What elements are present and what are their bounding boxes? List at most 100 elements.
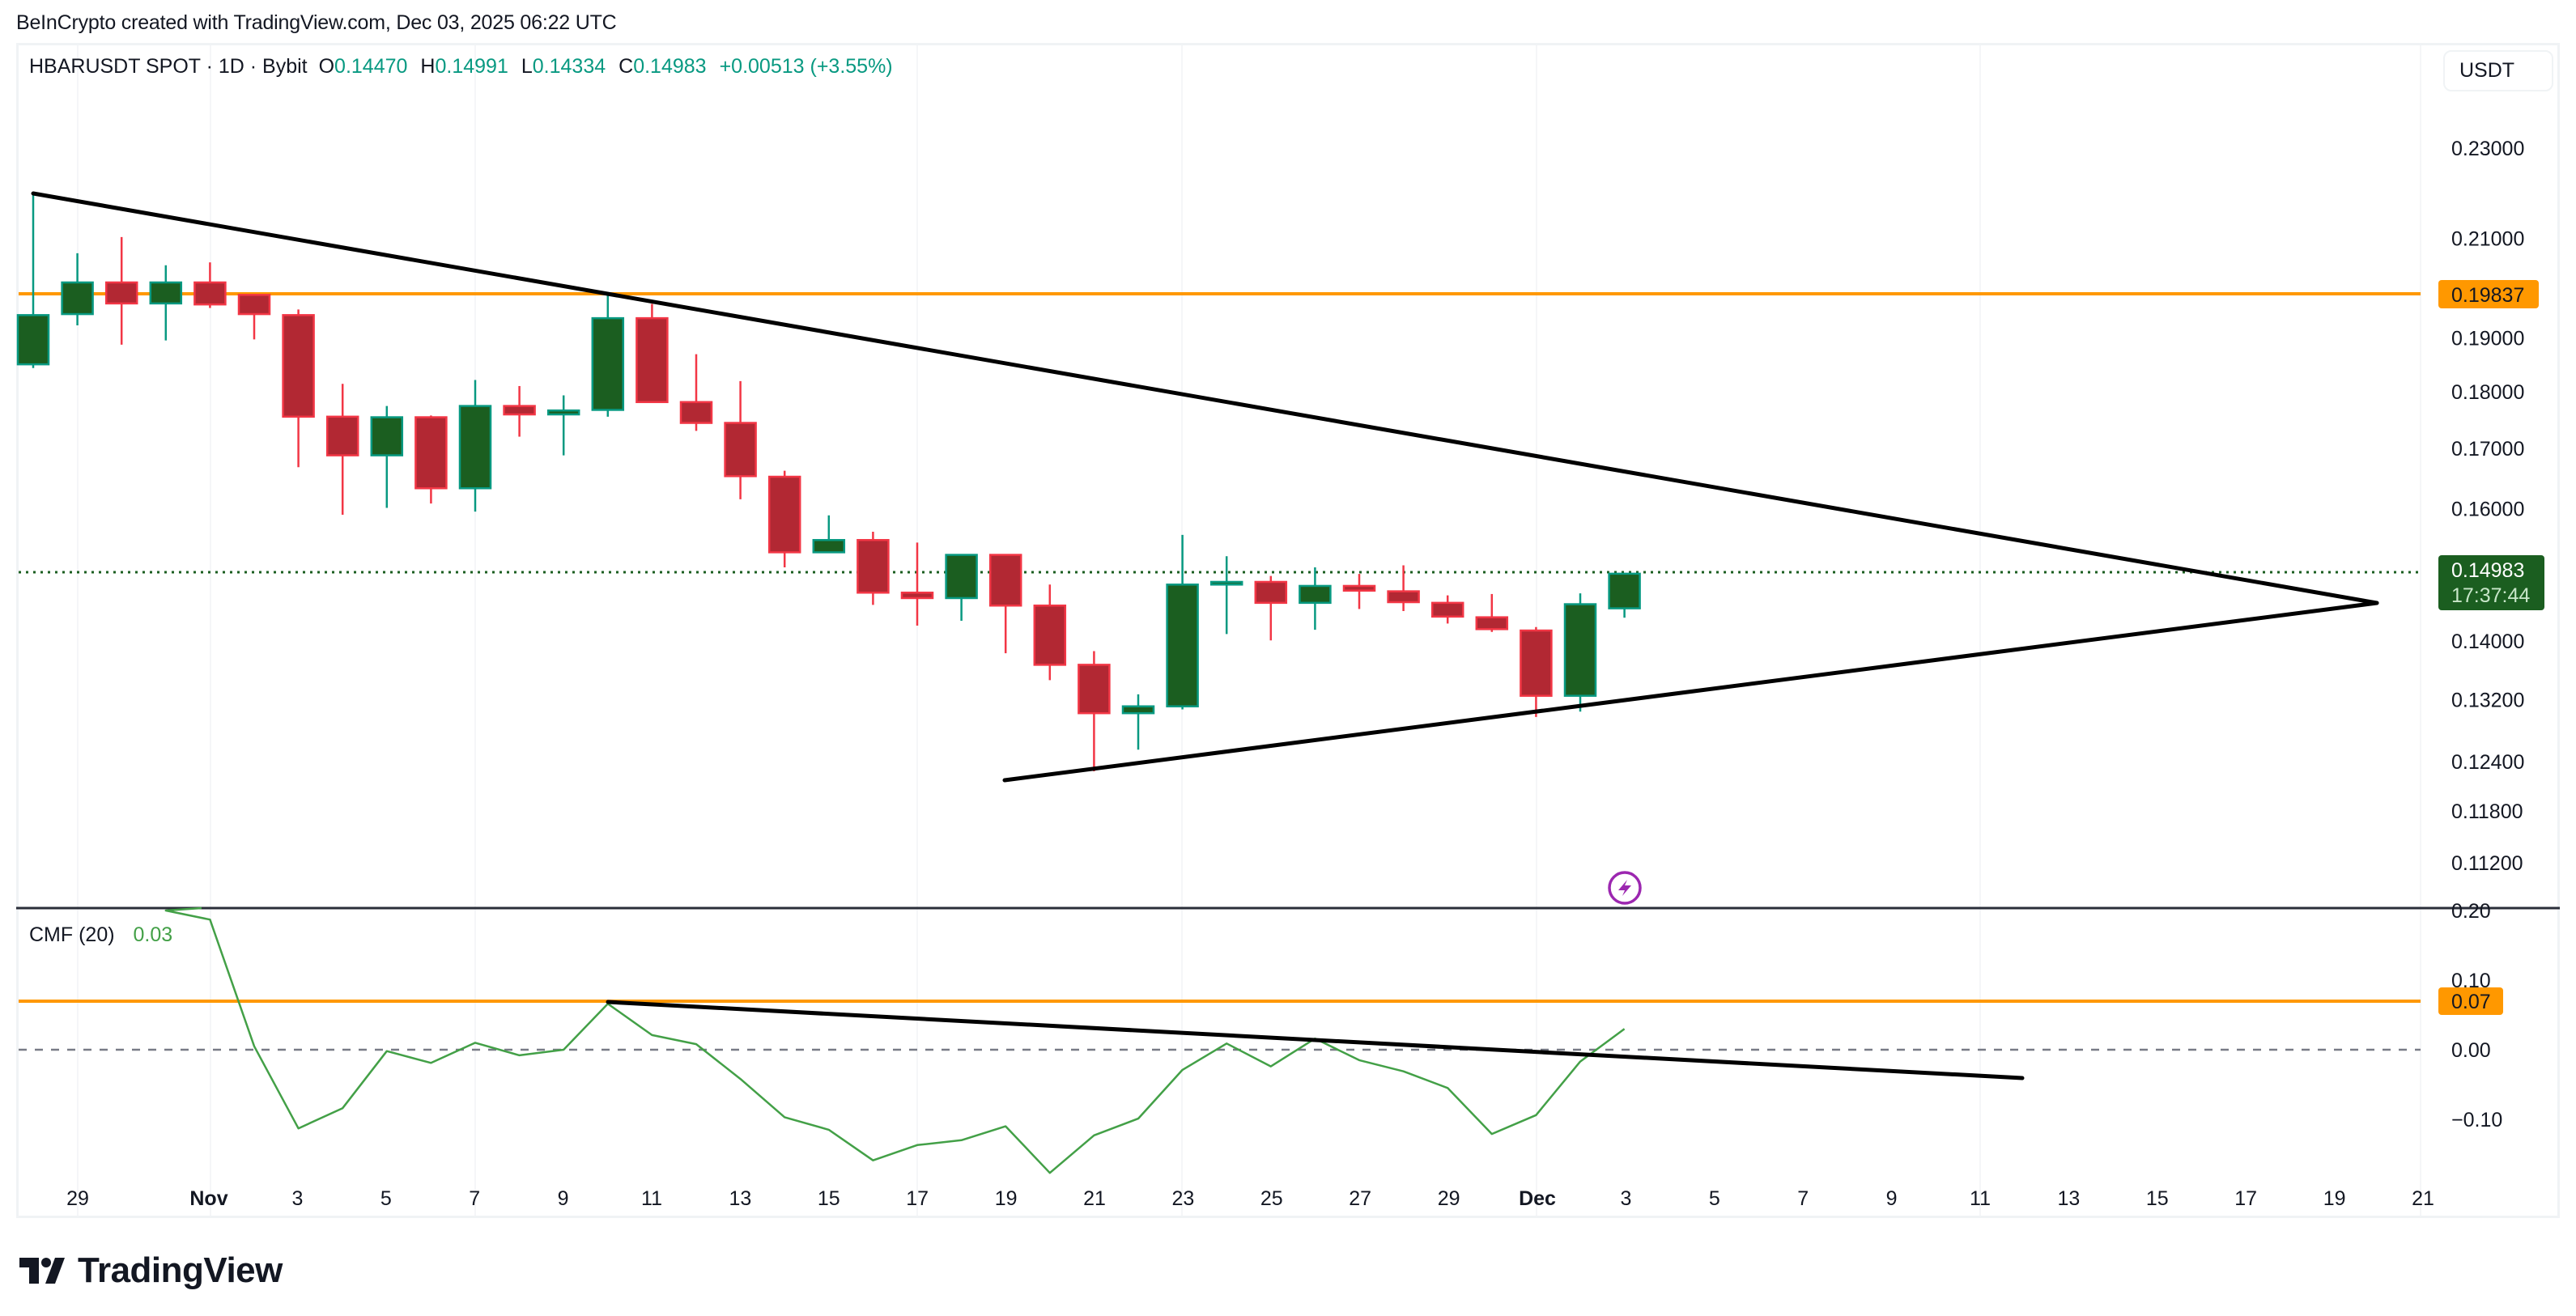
- candle[interactable]: [1254, 575, 1288, 641]
- change-value: +0.00513 (+3.55%): [719, 55, 893, 78]
- candle[interactable]: [767, 470, 801, 567]
- candle[interactable]: [1387, 565, 1420, 612]
- cmf-legend[interactable]: CMF (20) 0.03: [29, 923, 172, 947]
- candle[interactable]: [679, 354, 713, 431]
- open-value: 0.14470: [334, 55, 408, 78]
- candle[interactable]: [857, 531, 890, 605]
- candle[interactable]: [1299, 567, 1332, 630]
- candle[interactable]: [325, 384, 359, 515]
- chart-panel[interactable]: [16, 43, 2560, 1218]
- time-tick: 27: [1349, 1187, 1371, 1210]
- price-tick: 0.12400: [2451, 751, 2524, 774]
- cmf-line: [164, 906, 1626, 1174]
- candle[interactable]: [1608, 572, 1641, 618]
- time-tick: 9: [558, 1187, 569, 1210]
- high-value: 0.14991: [435, 55, 508, 78]
- cmf-trendline[interactable]: [606, 1000, 2025, 1080]
- symbol-title[interactable]: HBARUSDT SPOT · 1D · Bybit: [29, 55, 308, 78]
- svg-text:0.19837: 0.19837: [2451, 284, 2524, 307]
- time-tick: 13: [729, 1187, 751, 1210]
- time-tick: 23: [1171, 1187, 1194, 1210]
- time-tick: 19: [995, 1187, 1018, 1210]
- time-tick: 11: [641, 1187, 662, 1210]
- candlestick-series: [16, 193, 1641, 771]
- price-tick: 0.14000: [2451, 630, 2524, 653]
- candle[interactable]: [812, 515, 846, 554]
- candle[interactable]: [282, 309, 315, 468]
- time-tick: 29: [66, 1187, 89, 1210]
- currency-button[interactable]: USDT: [2443, 50, 2553, 91]
- cmf-tick: 0.20: [2451, 900, 2491, 923]
- candle[interactable]: [1078, 651, 1111, 771]
- svg-text:17:37:44: 17:37:44: [2451, 584, 2530, 607]
- price-tick: 0.23000: [2451, 138, 2524, 160]
- price-tick: 0.13200: [2451, 689, 2524, 711]
- candle[interactable]: [1166, 534, 1199, 710]
- candle[interactable]: [104, 236, 138, 345]
- candle[interactable]: [1520, 626, 1553, 717]
- candle[interactable]: [1342, 574, 1376, 609]
- cmf-tick: 0.00: [2451, 1039, 2491, 1062]
- time-tick: 13: [2057, 1187, 2080, 1210]
- upper-trendline[interactable]: [31, 191, 2379, 605]
- candle[interactable]: [635, 304, 669, 404]
- event-lightning-icon[interactable]: [1608, 871, 1642, 905]
- high-label: H: [420, 55, 436, 78]
- svg-text:0.14983: 0.14983: [2451, 559, 2524, 582]
- candle[interactable]: [237, 294, 271, 340]
- low-label: L: [521, 55, 533, 78]
- candle[interactable]: [1209, 556, 1243, 635]
- candle[interactable]: [414, 415, 448, 504]
- candle[interactable]: [546, 395, 580, 456]
- cmf-tick: −0.10: [2451, 1109, 2502, 1131]
- candle[interactable]: [945, 554, 978, 621]
- candle[interactable]: [61, 253, 94, 326]
- time-tick: 11: [1970, 1187, 1991, 1210]
- time-tick: 9: [1886, 1187, 1898, 1210]
- time-tick: 19: [2323, 1187, 2346, 1210]
- time-tick: 7: [469, 1187, 480, 1210]
- time-tick: 5: [1709, 1187, 1720, 1210]
- cmf-indicator-value: 0.03: [133, 923, 173, 946]
- candle[interactable]: [591, 292, 625, 417]
- candle[interactable]: [1121, 694, 1155, 750]
- cmf-axis[interactable]: 0.200.100.00−0.10: [2451, 900, 2502, 1131]
- time-axis[interactable]: 29 Nov 3 5 7 9 11 13 15 17 19 21 23 25 27 29 Dec 3 5 7 9 11 13…: [66, 1187, 2434, 1210]
- candle[interactable]: [900, 542, 934, 626]
- price-axis[interactable]: 0.23000 0.21000 0.19000 0.18000 0.17000 0.160…: [2451, 138, 2524, 875]
- price-tick: 0.11200: [2451, 852, 2523, 875]
- time-tick: 15: [818, 1187, 840, 1210]
- time-tick: Nov: [189, 1187, 227, 1210]
- candle[interactable]: [724, 380, 757, 499]
- tradingview-logo-text: TradingView: [78, 1250, 283, 1290]
- open-label: O: [318, 55, 335, 78]
- time-tick: 15: [2146, 1187, 2169, 1210]
- price-tick: 0.17000: [2451, 438, 2524, 461]
- grid-lines: [77, 45, 2421, 1216]
- candle[interactable]: [988, 554, 1022, 654]
- symbol-legend[interactable]: HBARUSDT SPOT · 1D · Bybit O 0.14470 H 0.1…: [29, 55, 893, 79]
- price-tick: 0.21000: [2451, 228, 2524, 251]
- candle[interactable]: [193, 262, 227, 308]
- price-tick: 0.11800: [2451, 800, 2523, 823]
- candle[interactable]: [1563, 593, 1597, 712]
- time-tick: 3: [1620, 1187, 1631, 1210]
- svg-text:0.07: 0.07: [2451, 991, 2491, 1013]
- candle[interactable]: [1033, 584, 1067, 681]
- time-tick: 25: [1260, 1187, 1283, 1210]
- time-tick: 21: [1083, 1187, 1106, 1210]
- candle[interactable]: [1475, 593, 1509, 632]
- tradingview-logo[interactable]: TradingView: [19, 1250, 283, 1291]
- lower-trendline[interactable]: [1002, 601, 2379, 783]
- cmf-indicator-name[interactable]: CMF (20): [29, 923, 115, 946]
- candle[interactable]: [16, 193, 50, 368]
- candle[interactable]: [370, 405, 404, 508]
- candle[interactable]: [503, 385, 536, 437]
- currency-label: USDT: [2459, 59, 2515, 82]
- low-value: 0.14334: [532, 55, 606, 78]
- tradingview-logo-icon: [19, 1258, 65, 1284]
- candle[interactable]: [149, 265, 183, 341]
- candle[interactable]: [458, 380, 492, 512]
- candle[interactable]: [1430, 595, 1464, 624]
